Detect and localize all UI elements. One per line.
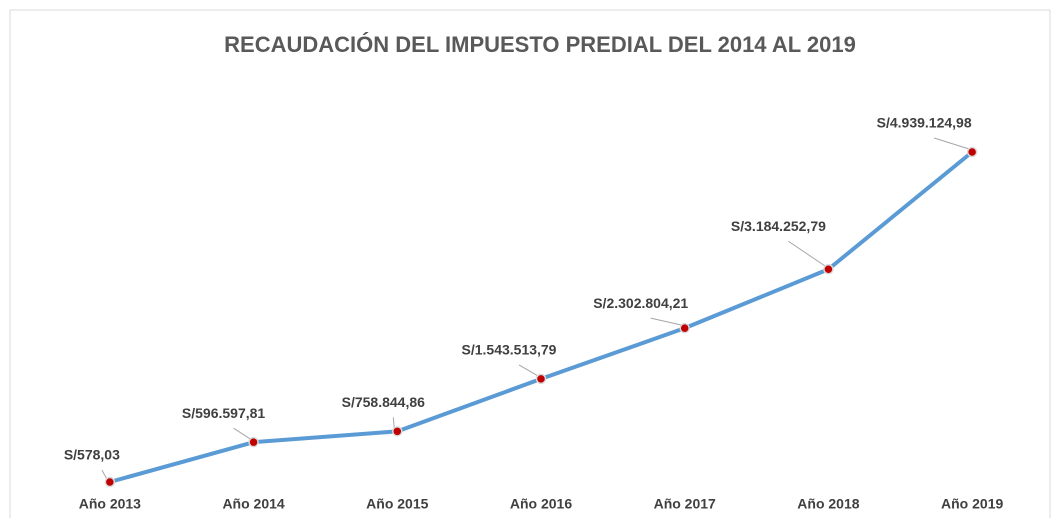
value-label: S/758.844,86 bbox=[342, 394, 426, 410]
marker bbox=[104, 476, 116, 488]
value-label: S/596.597,81 bbox=[182, 405, 266, 421]
x-tick-label: Año 2018 bbox=[797, 496, 859, 512]
leader-line bbox=[933, 137, 970, 150]
x-tick-label: Año 2013 bbox=[79, 496, 141, 512]
leader-line bbox=[392, 417, 395, 429]
x-tick-label: Año 2014 bbox=[222, 496, 284, 512]
marker bbox=[392, 426, 403, 437]
marker bbox=[823, 264, 834, 275]
marker bbox=[966, 146, 978, 158]
x-tick-label: Año 2019 bbox=[941, 496, 1003, 512]
value-label: S/578,03 bbox=[64, 447, 120, 463]
x-tick-label: Año 2015 bbox=[366, 496, 428, 512]
marker bbox=[679, 322, 690, 334]
leader-line bbox=[788, 240, 826, 267]
value-label: S/4.939.124,98 bbox=[877, 115, 972, 131]
leader-line bbox=[101, 469, 108, 480]
value-label: S/2.302.804,21 bbox=[593, 295, 688, 311]
marker bbox=[535, 373, 547, 385]
chart-frame bbox=[9, 9, 1051, 518]
x-tick-label: Año 2016 bbox=[510, 496, 572, 512]
leader-line bbox=[518, 364, 539, 377]
leader-line bbox=[233, 427, 251, 440]
value-label: S/1.543.513,79 bbox=[462, 342, 557, 358]
chart-title: RECAUDACIÓN DEL IMPUESTO PREDIAL DEL 201… bbox=[224, 32, 856, 57]
leader-line bbox=[650, 317, 682, 326]
value-label: S/3.184.252,79 bbox=[731, 218, 826, 234]
x-tick-label: Año 2017 bbox=[654, 496, 716, 512]
marker bbox=[248, 436, 259, 448]
